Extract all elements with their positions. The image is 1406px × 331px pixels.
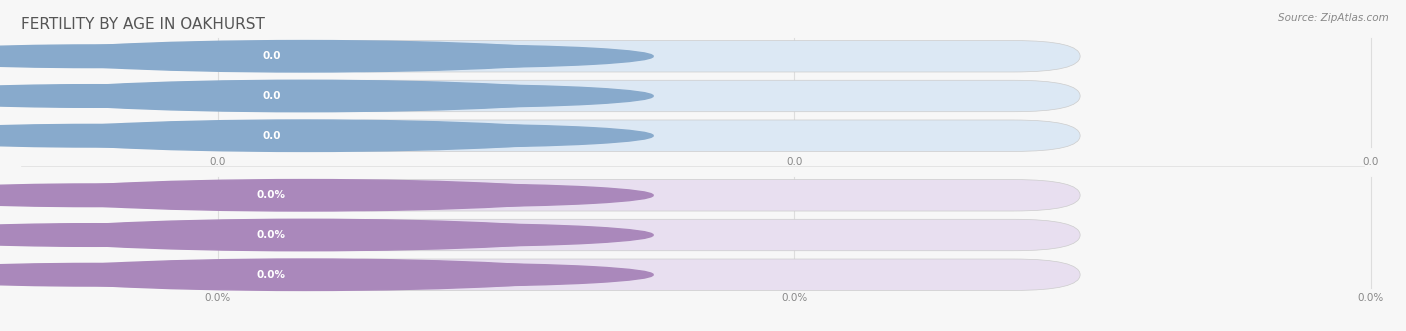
Text: 0.0%: 0.0% [1358,293,1384,303]
Ellipse shape [21,259,589,291]
FancyBboxPatch shape [46,124,496,147]
Text: 0.0: 0.0 [1362,157,1379,167]
Text: 0.0: 0.0 [209,157,226,167]
FancyBboxPatch shape [46,45,496,68]
Text: 35 to 50 years: 35 to 50 years [84,129,169,142]
Text: 35 to 50 years: 35 to 50 years [84,268,169,281]
Ellipse shape [0,224,298,246]
Ellipse shape [245,184,654,207]
Text: FERTILITY BY AGE IN OAKHURST: FERTILITY BY AGE IN OAKHURST [21,17,264,31]
Ellipse shape [21,41,589,72]
FancyBboxPatch shape [46,184,496,207]
Ellipse shape [0,263,298,286]
FancyBboxPatch shape [305,259,1080,291]
Ellipse shape [21,120,589,152]
FancyBboxPatch shape [305,179,1080,211]
Ellipse shape [245,124,654,147]
Text: 0.0: 0.0 [786,157,803,167]
Ellipse shape [21,80,589,112]
Text: 0.0: 0.0 [262,131,281,141]
Ellipse shape [245,263,654,286]
FancyBboxPatch shape [46,85,496,107]
Ellipse shape [0,45,298,68]
Text: 15 to 19 years: 15 to 19 years [84,189,169,202]
FancyBboxPatch shape [305,219,1080,251]
Ellipse shape [0,85,298,107]
Text: 0.0%: 0.0% [257,190,285,200]
FancyBboxPatch shape [46,263,496,286]
Ellipse shape [245,45,654,68]
Text: 0.0: 0.0 [262,91,281,101]
FancyBboxPatch shape [46,224,496,246]
Text: 0.0%: 0.0% [205,293,231,303]
Text: 0.0%: 0.0% [782,293,807,303]
Text: 0.0%: 0.0% [257,230,285,240]
FancyBboxPatch shape [305,80,1080,112]
Ellipse shape [0,184,298,207]
Text: Source: ZipAtlas.com: Source: ZipAtlas.com [1278,13,1389,23]
Ellipse shape [245,224,654,246]
FancyBboxPatch shape [305,120,1080,152]
Text: 20 to 34 years: 20 to 34 years [84,228,169,242]
Text: 15 to 19 years: 15 to 19 years [84,50,169,63]
Text: 0.0: 0.0 [262,51,281,61]
Ellipse shape [0,124,298,147]
Ellipse shape [245,85,654,107]
FancyBboxPatch shape [305,41,1080,72]
Text: 0.0%: 0.0% [257,270,285,280]
Ellipse shape [21,219,589,251]
Ellipse shape [21,180,589,211]
Text: 20 to 34 years: 20 to 34 years [84,89,169,103]
